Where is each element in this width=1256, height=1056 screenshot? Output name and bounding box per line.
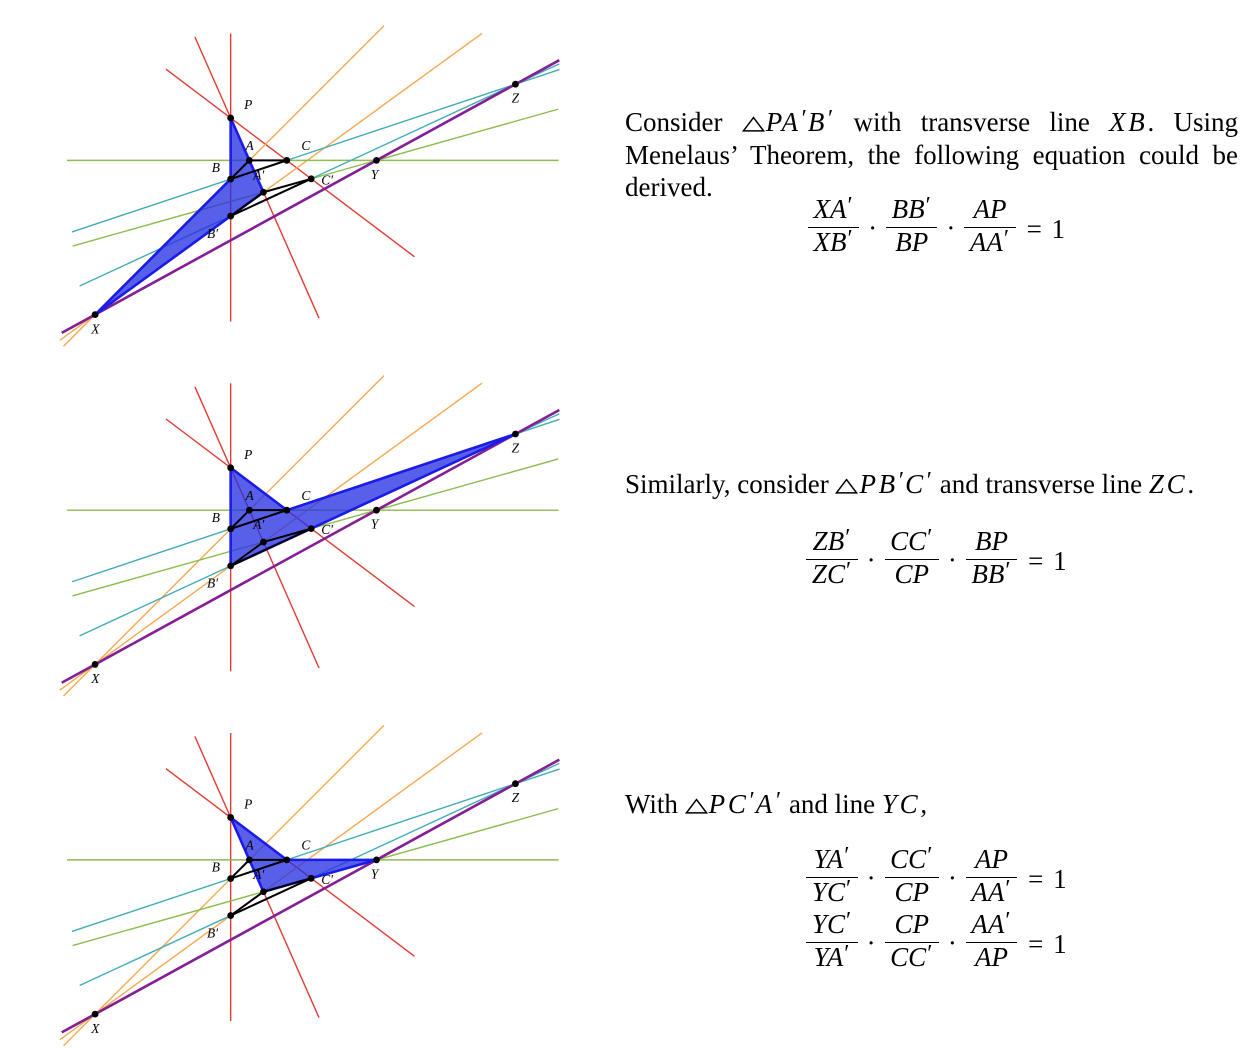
svg-text:C′: C′ (321, 872, 334, 887)
svg-text:B: B (212, 510, 220, 525)
svg-text:X: X (90, 671, 100, 686)
svg-text:A: A (245, 488, 255, 503)
svg-text:C: C (301, 138, 311, 153)
svg-text:B: B (212, 160, 220, 175)
svg-text:A′: A′ (252, 517, 265, 532)
svg-text:A: A (245, 838, 255, 853)
svg-text:Y: Y (371, 517, 380, 532)
svg-text:B′: B′ (207, 576, 219, 591)
svg-text:Z: Z (512, 440, 520, 455)
svg-text:B′: B′ (207, 925, 219, 940)
svg-text:P: P (243, 447, 252, 462)
svg-text:A′: A′ (252, 867, 265, 882)
svg-text:A′: A′ (252, 167, 265, 182)
svg-text:C: C (301, 488, 311, 503)
svg-text:A: A (245, 138, 255, 153)
svg-text:P: P (243, 97, 252, 112)
svg-text:B: B (212, 860, 220, 875)
svg-text:X: X (90, 1021, 100, 1036)
svg-text:X: X (90, 321, 100, 336)
svg-text:Z: Z (512, 790, 520, 805)
svg-text:P: P (243, 797, 252, 812)
svg-text:B′: B′ (207, 226, 219, 241)
svg-text:C′: C′ (321, 522, 334, 537)
svg-text:Z: Z (512, 91, 520, 106)
svg-text:Y: Y (371, 167, 380, 182)
svg-text:C′: C′ (321, 172, 334, 187)
svg-text:C: C (301, 838, 311, 853)
svg-text:Y: Y (371, 866, 380, 881)
